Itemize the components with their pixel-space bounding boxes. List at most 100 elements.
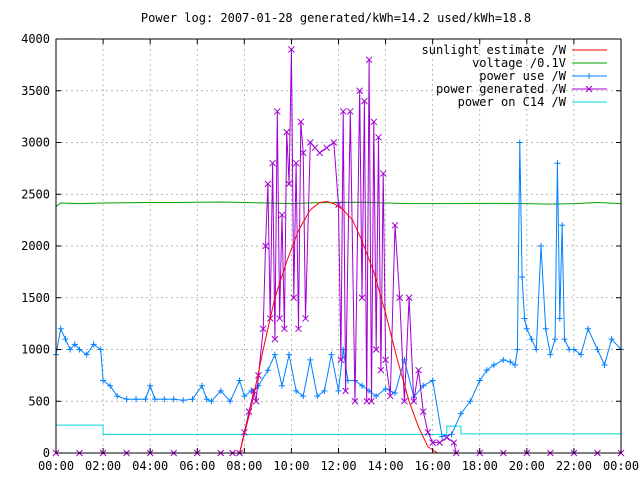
data-point bbox=[556, 315, 563, 322]
data-point bbox=[307, 356, 314, 363]
data-point bbox=[365, 56, 373, 64]
data-point bbox=[328, 351, 335, 358]
data-point bbox=[443, 434, 451, 441]
legend-label: power use /W bbox=[479, 69, 566, 83]
data-point bbox=[483, 367, 490, 374]
data-point bbox=[356, 87, 364, 95]
data-point bbox=[62, 336, 69, 343]
series-0 bbox=[239, 200, 438, 454]
series-3 bbox=[52, 45, 625, 457]
data-point bbox=[330, 139, 338, 146]
series-layer bbox=[52, 45, 625, 457]
data-point bbox=[271, 351, 278, 358]
data-point bbox=[377, 366, 385, 374]
data-point bbox=[271, 335, 279, 343]
series-line bbox=[239, 200, 438, 454]
data-point bbox=[429, 377, 436, 384]
data-point bbox=[577, 351, 584, 358]
data-point bbox=[436, 439, 444, 447]
data-point bbox=[375, 133, 382, 141]
data-point bbox=[533, 346, 540, 353]
data-point bbox=[76, 346, 83, 353]
x-tick-label: 10:00 bbox=[273, 459, 309, 473]
data-point bbox=[490, 362, 497, 369]
x-tick-label: 04:00 bbox=[132, 459, 168, 473]
data-point bbox=[255, 372, 262, 379]
data-point bbox=[283, 128, 291, 136]
data-point bbox=[337, 356, 345, 364]
data-point bbox=[107, 382, 114, 389]
data-point bbox=[114, 393, 121, 400]
data-point bbox=[335, 201, 342, 208]
tick-layer: 00:00 02:00 04:00 06:00 08:00 10:00 12:00 14:00… bbox=[21, 32, 639, 473]
data-point bbox=[290, 294, 298, 302]
data-point bbox=[585, 325, 592, 332]
data-point bbox=[57, 325, 64, 332]
x-tick-label: 16:00 bbox=[415, 459, 451, 473]
data-point bbox=[370, 118, 378, 126]
x-tick-label: 18:00 bbox=[462, 459, 498, 473]
data-point bbox=[559, 222, 566, 229]
data-point bbox=[161, 396, 168, 403]
data-point bbox=[528, 336, 535, 343]
y-tick-label: 1500 bbox=[21, 291, 50, 305]
data-point bbox=[396, 294, 404, 302]
data-point bbox=[405, 294, 413, 302]
x-tick-label: 12:00 bbox=[320, 459, 356, 473]
x-tick-label: 22:00 bbox=[556, 459, 592, 473]
data-point bbox=[67, 346, 74, 353]
data-point bbox=[542, 325, 549, 332]
data-point bbox=[507, 358, 514, 365]
x-tick-label: 06:00 bbox=[179, 459, 215, 473]
series-4 bbox=[56, 424, 621, 435]
data-point bbox=[382, 356, 389, 364]
data-point bbox=[467, 398, 474, 405]
data-point bbox=[297, 118, 305, 126]
data-point bbox=[457, 410, 464, 417]
data-point bbox=[295, 325, 302, 333]
data-point bbox=[203, 396, 210, 403]
data-point bbox=[372, 346, 380, 353]
data-point bbox=[521, 315, 528, 322]
data-point bbox=[561, 336, 568, 343]
data-point bbox=[302, 315, 309, 322]
data-point bbox=[180, 397, 187, 404]
data-point bbox=[608, 336, 615, 343]
data-point bbox=[401, 397, 408, 405]
y-tick-label: 0 bbox=[43, 446, 50, 460]
data-point bbox=[90, 341, 97, 348]
data-point bbox=[429, 439, 437, 447]
data-point bbox=[264, 367, 271, 374]
data-point bbox=[255, 382, 262, 389]
x-tick-label: 20:00 bbox=[509, 459, 545, 473]
legend-marker bbox=[586, 73, 592, 79]
data-point bbox=[147, 382, 154, 389]
data-point bbox=[410, 397, 418, 405]
data-point bbox=[391, 221, 399, 229]
chart-title: Power log: 2007-01-28 generated/kWh=14.2… bbox=[141, 11, 531, 25]
data-point bbox=[227, 398, 234, 405]
data-point bbox=[419, 408, 427, 415]
data-point bbox=[346, 108, 354, 115]
data-point bbox=[512, 362, 519, 369]
data-point bbox=[252, 397, 260, 405]
data-point bbox=[198, 382, 205, 389]
data-point bbox=[259, 325, 267, 333]
data-point bbox=[97, 346, 104, 353]
data-point bbox=[570, 346, 577, 353]
x-tick-label: 08:00 bbox=[226, 459, 262, 473]
data-point bbox=[100, 377, 107, 384]
x-tick-label: 00:00 bbox=[603, 459, 639, 473]
data-point bbox=[189, 396, 196, 403]
y-tick-label: 3500 bbox=[21, 84, 50, 98]
data-point bbox=[286, 351, 293, 358]
data-point bbox=[500, 356, 507, 363]
data-point bbox=[594, 346, 601, 353]
data-point bbox=[281, 325, 288, 333]
data-point bbox=[170, 396, 177, 403]
data-point bbox=[208, 398, 215, 405]
data-point bbox=[300, 393, 307, 400]
legend-label: voltage /0.1V bbox=[472, 56, 566, 70]
data-point bbox=[314, 393, 321, 400]
